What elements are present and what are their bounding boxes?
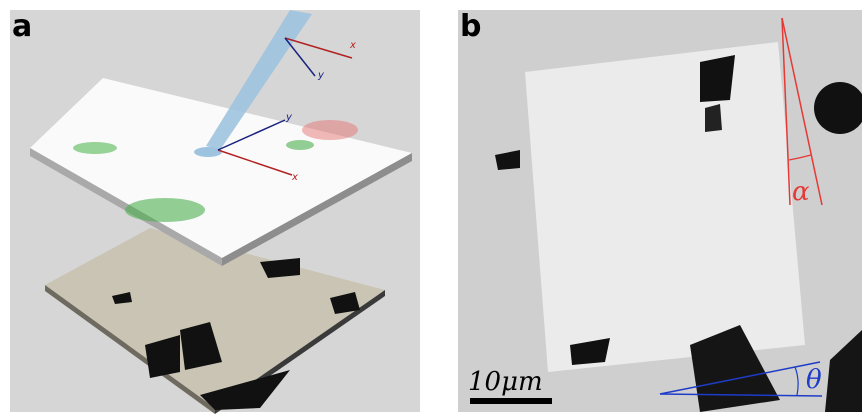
green-signal: [73, 142, 117, 154]
angle-label: α: [792, 177, 810, 207]
green-signal: [125, 198, 205, 222]
green-signal: [286, 140, 314, 150]
scale-bar: [470, 398, 552, 404]
figure: x y x y a α θ 10μm b: [0, 0, 862, 416]
axis-label: y: [317, 70, 325, 81]
page: x y x y a α θ 10μm b (() => { const data…: [0, 0, 862, 416]
panel-label: b: [460, 9, 481, 44]
panel-a: x y x y a: [10, 9, 420, 414]
scale-bar-label: 10μm: [468, 367, 543, 397]
angle-label: θ: [806, 365, 822, 395]
red-signal: [302, 120, 358, 140]
panel-b: α θ 10μm b: [458, 9, 862, 412]
flake-square: [525, 42, 805, 372]
axis-label: x: [349, 40, 356, 51]
hole: [705, 104, 722, 132]
hole: [700, 55, 735, 102]
axis-label: x: [291, 172, 298, 183]
panel-label: a: [12, 9, 32, 44]
axis-label: y: [285, 112, 293, 123]
probe-contact: [194, 147, 222, 157]
